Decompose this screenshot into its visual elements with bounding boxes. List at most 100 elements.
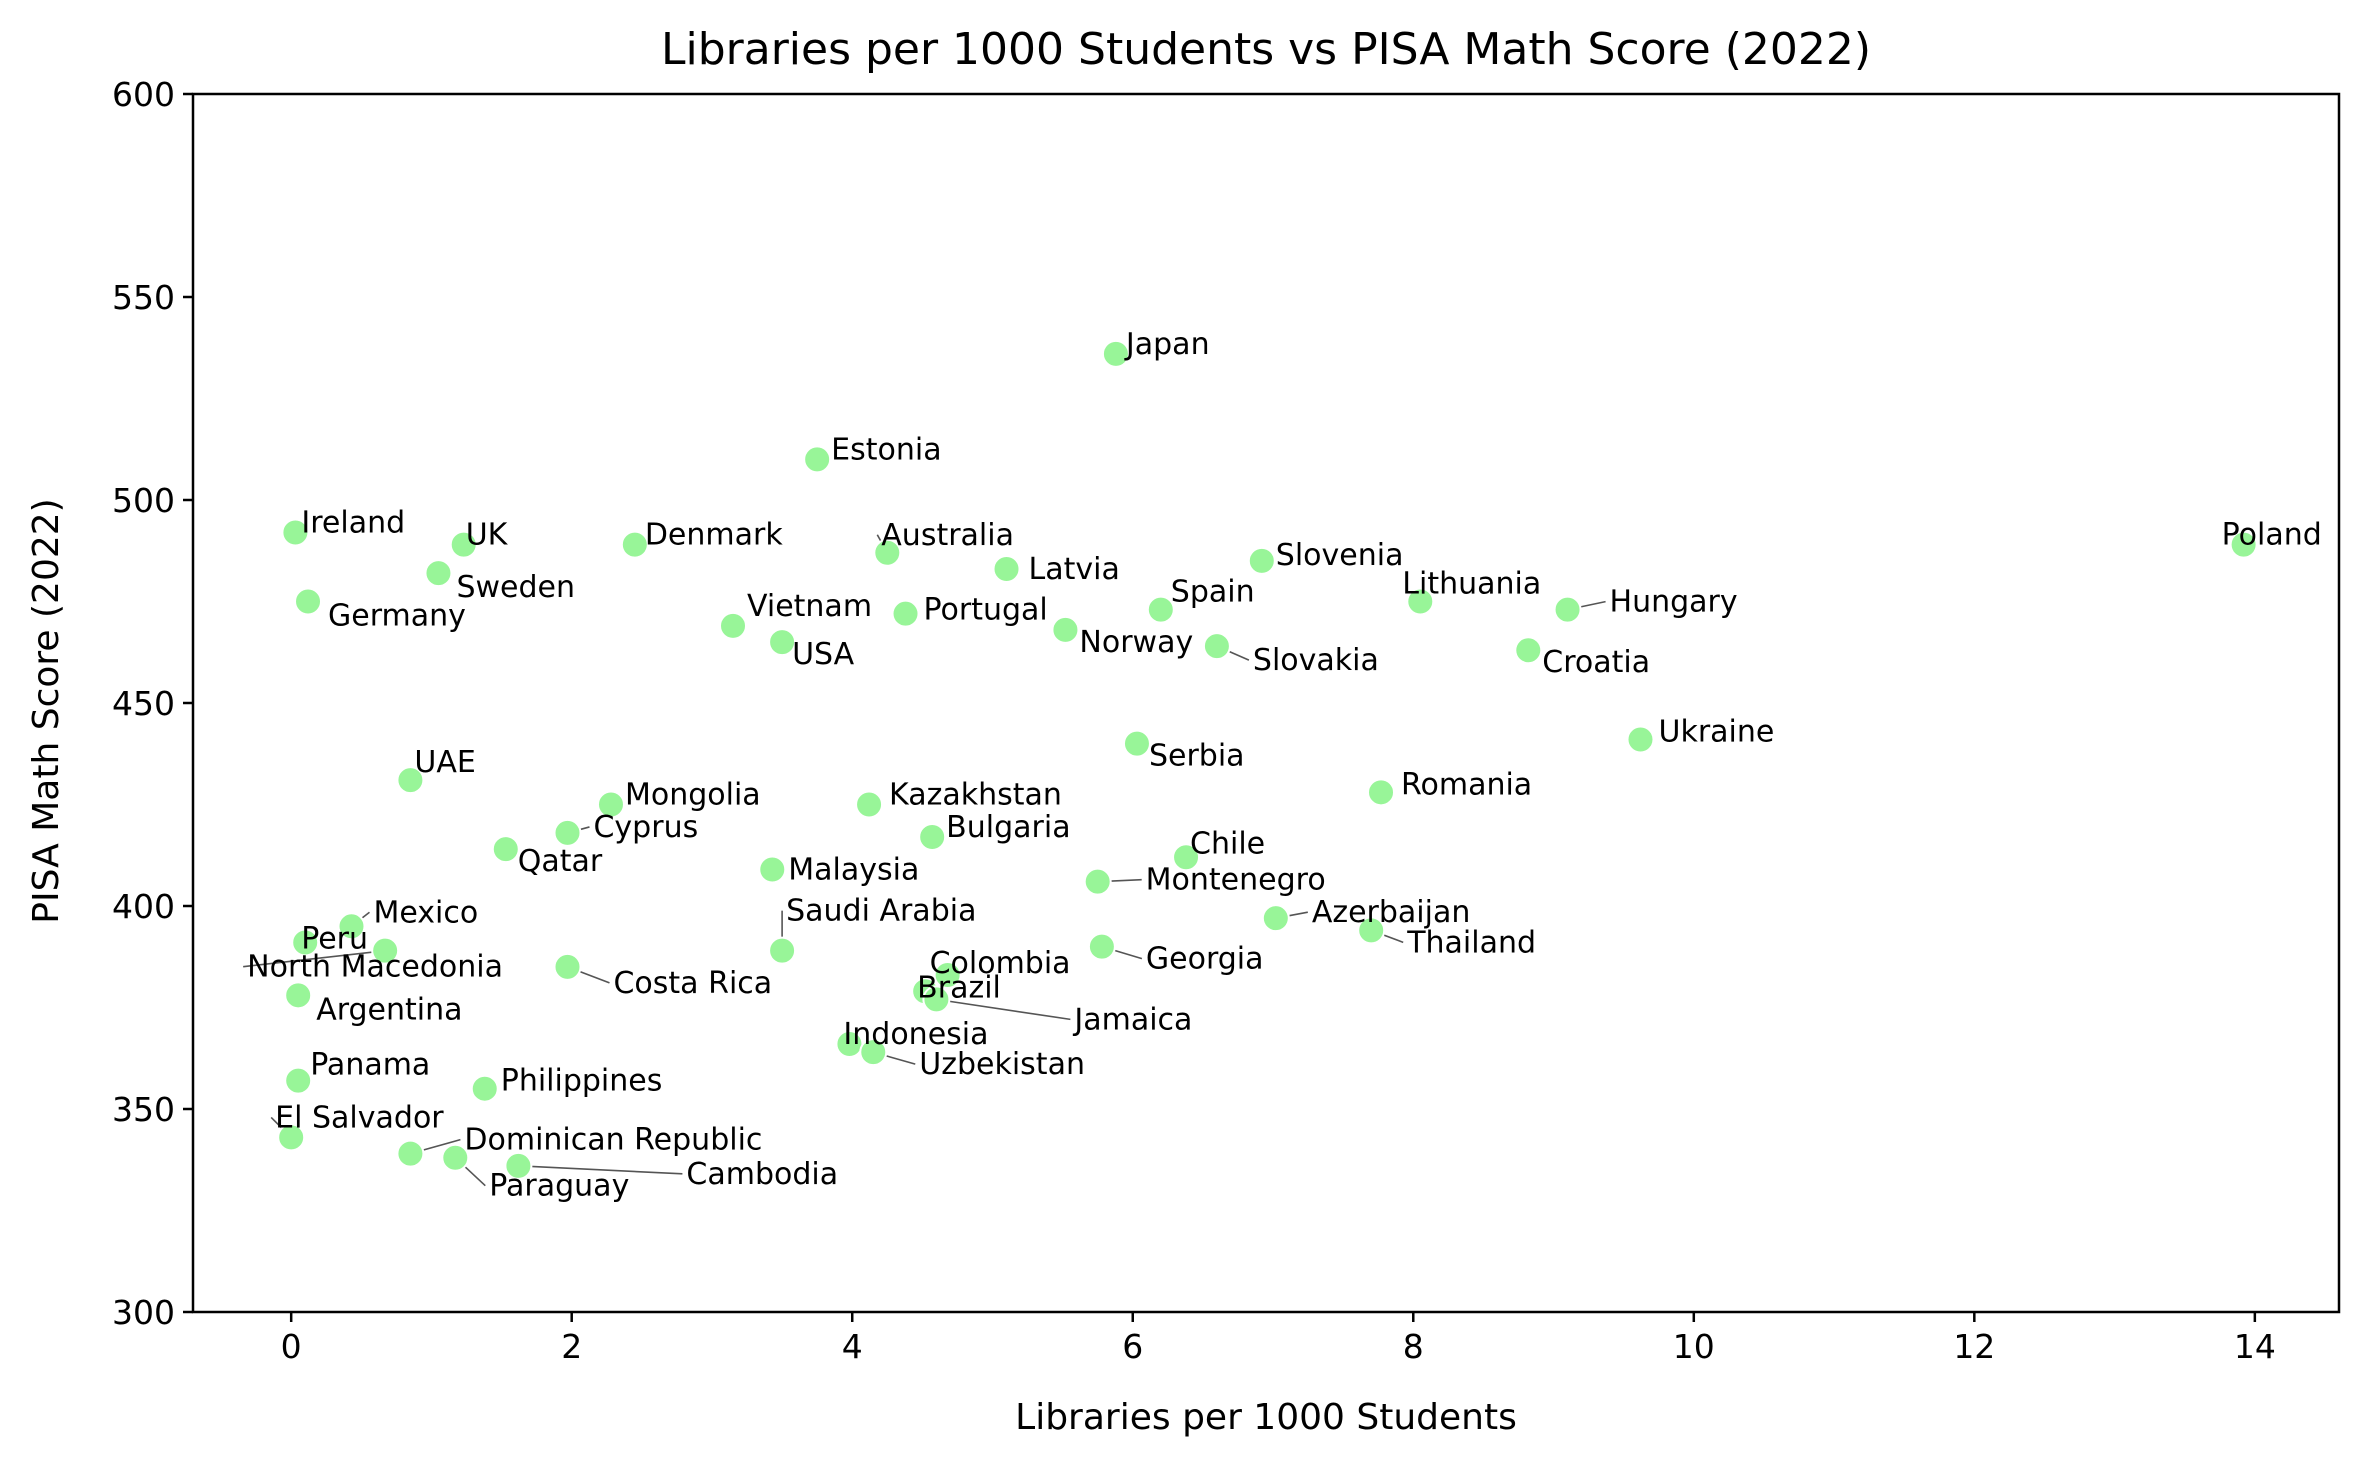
plot-frame (191, 92, 2341, 1314)
label-mongolia: Mongolia (625, 778, 761, 813)
y-tick-label: 300 (112, 1293, 175, 1332)
point-sweden (424, 559, 453, 588)
label-montenegro: Montenegro (1146, 863, 1326, 898)
label-hungary: Hungary (1610, 585, 1738, 620)
label-croatia: Croatia (1542, 645, 1650, 680)
label-qatar: Qatar (518, 844, 603, 879)
x-tick-label: 0 (281, 1327, 302, 1366)
label-lithuania: Lithuania (1402, 567, 1541, 602)
point-hungary (1553, 595, 1582, 624)
label-norway: Norway (1079, 625, 1193, 660)
label-australia: Australia (881, 518, 1014, 553)
leader-line (936, 998, 1071, 1021)
point-mexico (337, 912, 366, 941)
point-georgia (1087, 932, 1116, 961)
point-spain (1146, 595, 1175, 624)
label-north-macedonia: North Macedonia (247, 950, 503, 985)
label-denmark: Denmark (645, 518, 784, 553)
y-tick-label: 600 (112, 75, 175, 114)
label-saudi-arabia: Saudi Arabia (786, 894, 976, 929)
point-kazakhstan (855, 790, 884, 819)
point-peru (291, 928, 320, 957)
label-colombia: Colombia (930, 946, 1071, 981)
label-japan: Japan (1124, 327, 1210, 362)
point-cambodia (504, 1151, 533, 1180)
label-usa: USA (792, 637, 855, 672)
leader-line (243, 949, 386, 968)
label-jamaica: Jamaica (1072, 1002, 1192, 1037)
point-bulgaria (918, 822, 947, 851)
label-el-salvador: El Salvador (275, 1100, 444, 1135)
label-uae: UAE (414, 745, 475, 780)
point-panama (284, 1066, 313, 1095)
point-uae (396, 766, 425, 795)
point-costa-rica (553, 952, 582, 981)
point-slovenia (1247, 546, 1276, 575)
x-tick-label: 8 (1403, 1327, 1424, 1366)
point-el-salvador (277, 1123, 306, 1152)
point-vietnam (719, 611, 748, 640)
point-qatar (491, 835, 520, 864)
point-norway (1051, 615, 1080, 644)
label-latvia: Latvia (1029, 552, 1120, 587)
x-tick-label: 2 (561, 1327, 582, 1366)
label-dominican-republic: Dominican Republic (464, 1123, 762, 1158)
x-tick-label: 4 (842, 1327, 863, 1366)
point-paraguay (441, 1143, 470, 1172)
label-estonia: Estonia (831, 432, 941, 467)
point-argentina (284, 981, 313, 1010)
point-chile (1172, 843, 1201, 872)
label-uzbekistan: Uzbekistan (919, 1047, 1085, 1082)
point-australia (873, 538, 902, 567)
point-japan (1101, 339, 1130, 368)
label-slovakia: Slovakia (1253, 643, 1379, 678)
label-poland: Poland (2222, 518, 2322, 553)
y-tick-label: 500 (112, 481, 175, 520)
data-point-labels: Japan Estonia Ireland UK Denmark Poland Austra… (247, 327, 2322, 1204)
point-montenegro (1083, 867, 1112, 896)
point-mongolia (596, 790, 625, 819)
y-tick-label: 550 (112, 278, 175, 317)
label-cyprus: Cyprus (593, 810, 698, 845)
point-thailand (1357, 916, 1386, 945)
label-vietnam: Vietnam (747, 589, 872, 624)
y-tick-label: 350 (112, 1090, 175, 1129)
point-dominican-republic (396, 1139, 425, 1168)
point-philippines (470, 1074, 499, 1103)
point-colombia (933, 961, 962, 990)
label-sweden: Sweden (456, 570, 575, 605)
label-thailand: Thailand (1406, 925, 1536, 960)
label-panama: Panama (310, 1048, 430, 1083)
x-axis: 0 2 4 6 8 10 12 14 (281, 1312, 2276, 1366)
label-mexico: Mexico (373, 895, 478, 930)
point-croatia (1514, 636, 1543, 665)
label-costa-rica: Costa Rica (613, 966, 772, 1001)
x-tick-label: 10 (1673, 1327, 1715, 1366)
label-philippines: Philippines (501, 1064, 663, 1099)
data-points (277, 339, 2258, 1180)
point-malaysia (758, 855, 787, 884)
label-ireland: Ireland (301, 505, 405, 540)
point-uk (449, 530, 478, 559)
point-saudi-arabia (768, 936, 797, 965)
y-tick-label: 450 (112, 684, 175, 723)
leader-line (518, 1165, 683, 1175)
y-axis-label: PISA Math Score (2022) (26, 498, 67, 923)
chart-title: Libraries per 1000 Students vs PISA Math… (661, 24, 1871, 75)
point-north-macedonia (371, 936, 400, 965)
point-latvia (992, 555, 1021, 584)
point-cyprus (553, 818, 582, 847)
label-indonesia: Indonesia (843, 1017, 988, 1052)
point-poland (2229, 530, 2258, 559)
label-cambodia: Cambodia (686, 1157, 838, 1192)
point-uzbekistan (859, 1038, 888, 1067)
x-tick-label: 14 (2234, 1327, 2276, 1366)
point-ireland (281, 518, 310, 547)
label-portugal: Portugal (924, 593, 1048, 628)
point-serbia (1122, 729, 1151, 758)
x-tick-label: 6 (1122, 1327, 1143, 1366)
label-chile: Chile (1190, 826, 1265, 861)
point-portugal (891, 599, 920, 628)
